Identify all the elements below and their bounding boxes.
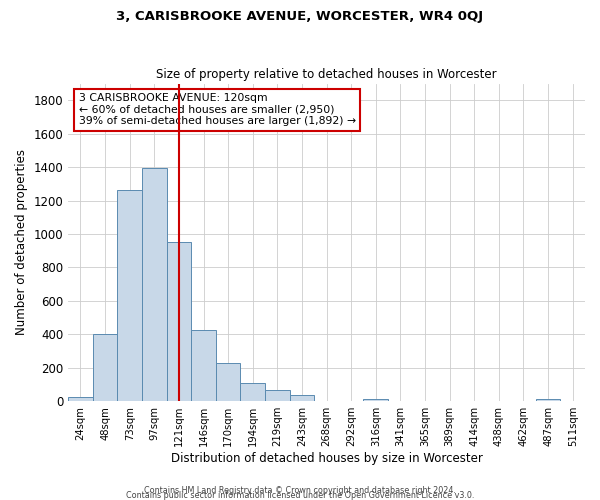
Bar — [241, 383, 265, 401]
Bar — [167, 242, 191, 401]
Bar — [290, 394, 314, 401]
X-axis label: Distribution of detached houses by size in Worcester: Distribution of detached houses by size … — [170, 452, 482, 465]
Text: Contains public sector information licensed under the Open Government Licence v3: Contains public sector information licen… — [126, 491, 474, 500]
Bar — [364, 398, 388, 401]
Bar — [536, 398, 560, 401]
Bar — [93, 334, 118, 401]
Bar — [216, 363, 241, 401]
Bar — [265, 390, 290, 401]
Bar — [191, 330, 216, 401]
Y-axis label: Number of detached properties: Number of detached properties — [15, 150, 28, 336]
Text: 3 CARISBROOKE AVENUE: 120sqm
← 60% of detached houses are smaller (2,950)
39% of: 3 CARISBROOKE AVENUE: 120sqm ← 60% of de… — [79, 93, 356, 126]
Title: Size of property relative to detached houses in Worcester: Size of property relative to detached ho… — [156, 68, 497, 81]
Bar — [118, 190, 142, 401]
Text: 3, CARISBROOKE AVENUE, WORCESTER, WR4 0QJ: 3, CARISBROOKE AVENUE, WORCESTER, WR4 0Q… — [116, 10, 484, 23]
Text: Contains HM Land Registry data © Crown copyright and database right 2024.: Contains HM Land Registry data © Crown c… — [144, 486, 456, 495]
Bar — [142, 168, 167, 401]
Bar — [68, 397, 93, 401]
